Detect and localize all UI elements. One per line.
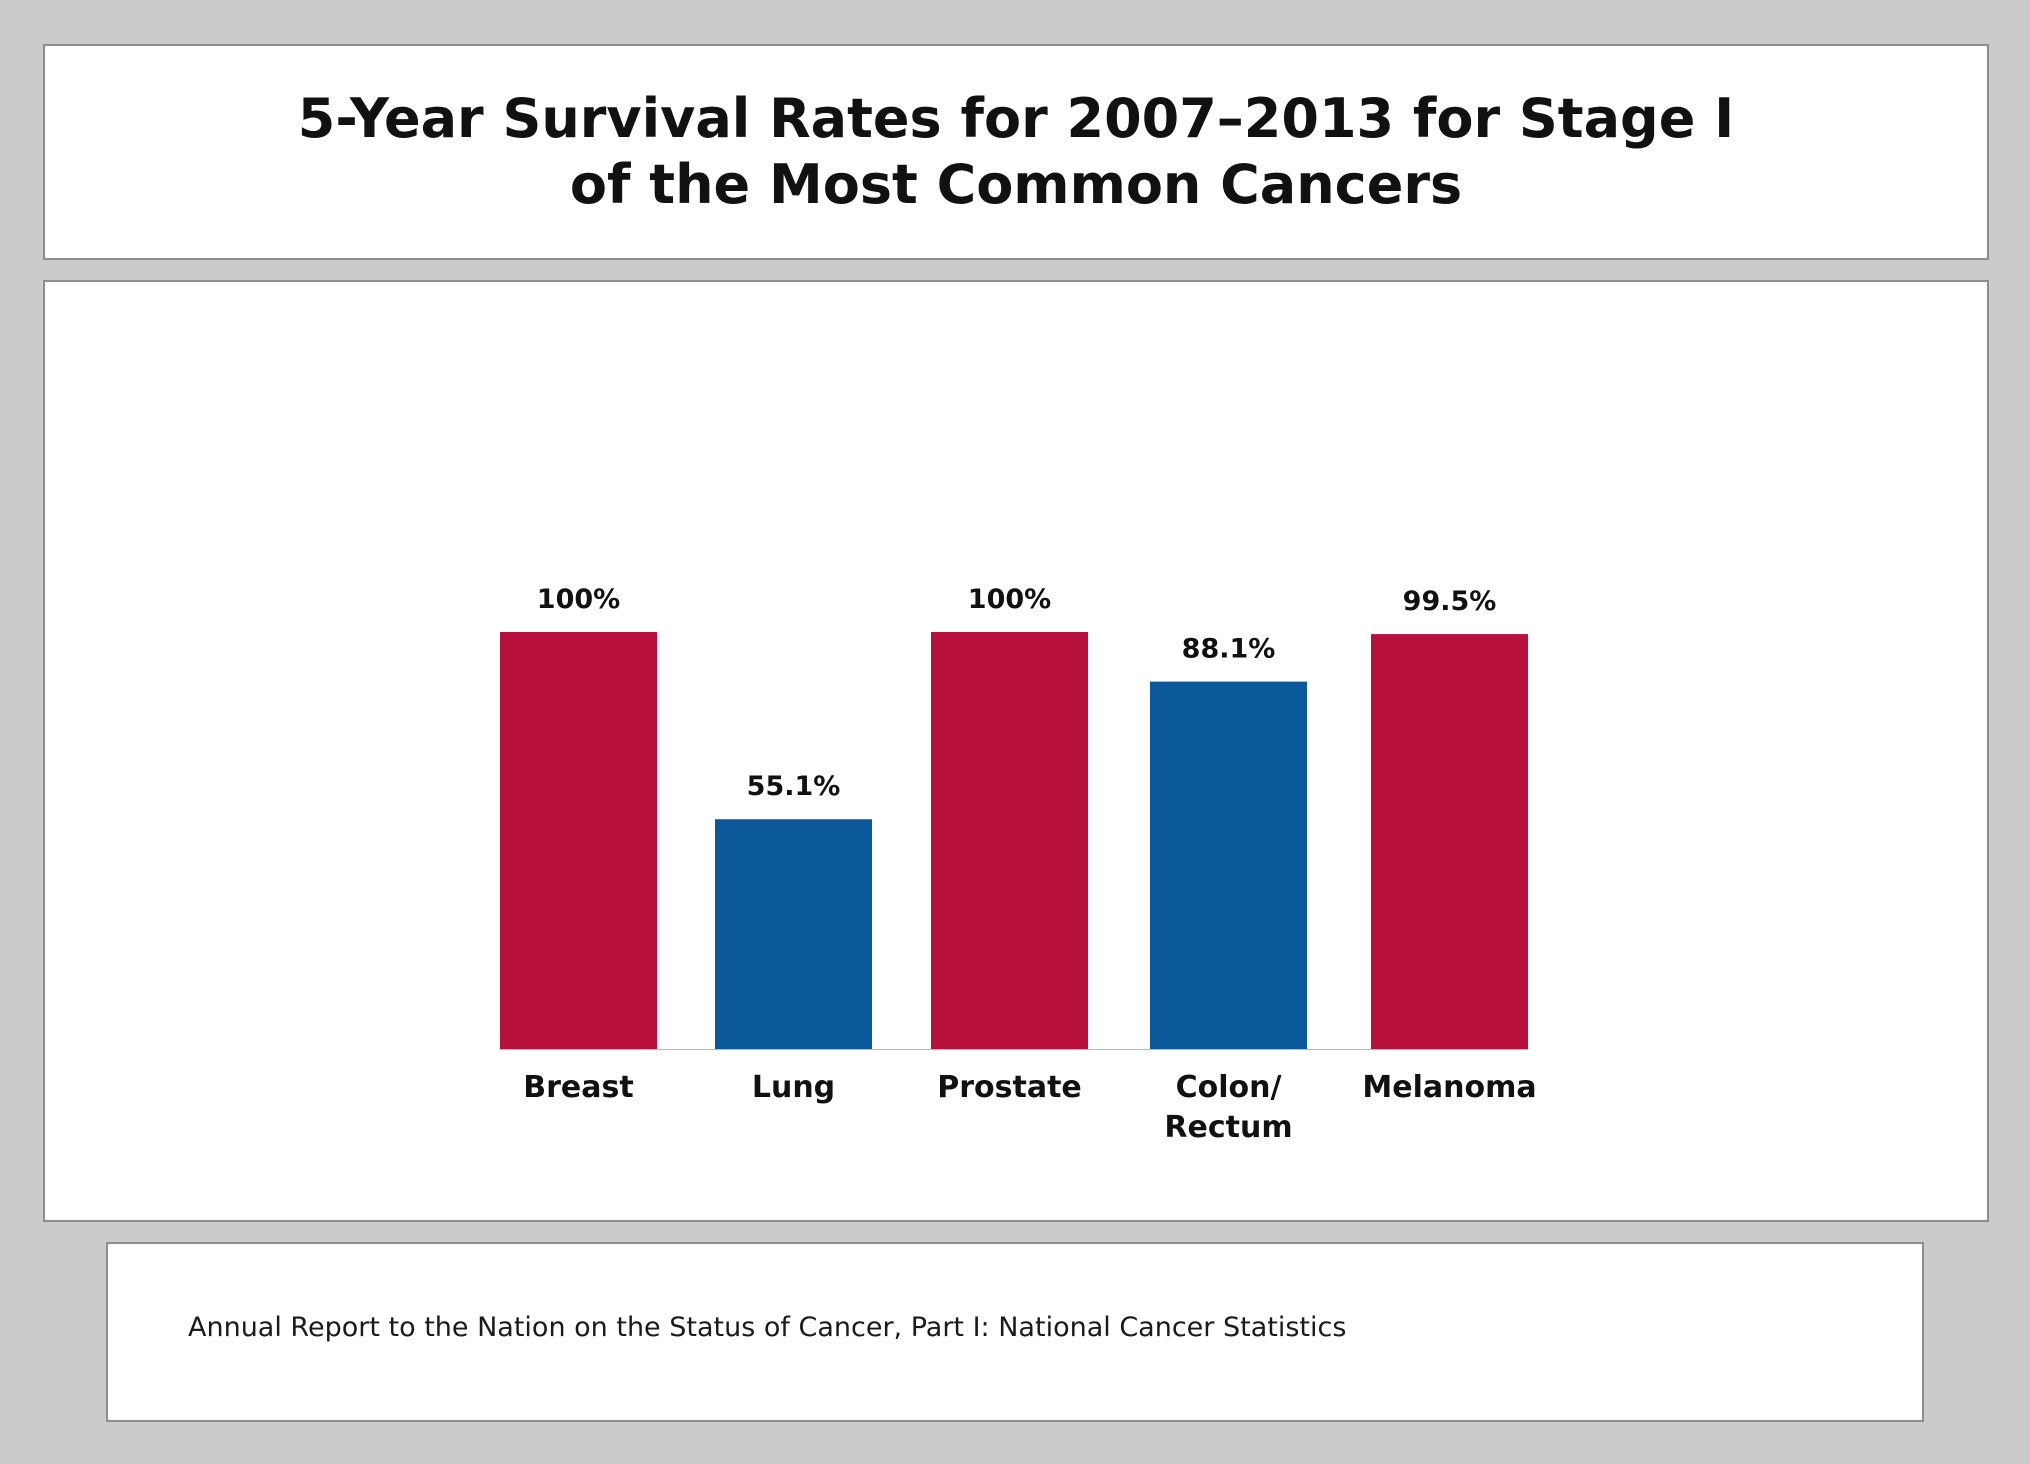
data-label: 100% <box>968 584 1051 615</box>
title-panel: 5-Year Survival Rates for 2007–2013 for … <box>43 44 1989 260</box>
source-caption: Annual Report to the Nation on the Statu… <box>188 1312 1347 1343</box>
category-label: Colon/ <box>1176 1070 1282 1105</box>
bar <box>1150 681 1307 1049</box>
bar <box>715 819 872 1049</box>
source-panel: Annual Report to the Nation on the Statu… <box>106 1242 1924 1422</box>
category-label: Lung <box>752 1070 835 1105</box>
data-label: 55.1% <box>747 771 841 802</box>
data-label: 88.1% <box>1182 634 1276 665</box>
category-label: Breast <box>523 1070 633 1105</box>
chart-title: 5-Year Survival Rates for 2007–2013 for … <box>298 86 1734 218</box>
chart-title-line-2: of the Most Common Cancers <box>569 153 1463 216</box>
bar <box>500 632 657 1049</box>
bar <box>1371 634 1528 1049</box>
category-label: Rectum <box>1164 1110 1292 1145</box>
category-label: Melanoma <box>1362 1070 1536 1105</box>
chart-title-line-1: 5-Year Survival Rates for 2007–2013 for … <box>297 87 1735 150</box>
bar-chart: 100% Breast 55.1% Lung 100% Prostate 88.1% Colo… <box>500 584 1537 1145</box>
data-label: 100% <box>537 584 620 615</box>
bar <box>931 632 1088 1049</box>
data-label: 99.5% <box>1403 586 1497 617</box>
chart-panel: 100% Breast 55.1% Lung 100% Prostate 88.1% Colo… <box>43 280 1989 1222</box>
category-label: Prostate <box>937 1070 1082 1105</box>
